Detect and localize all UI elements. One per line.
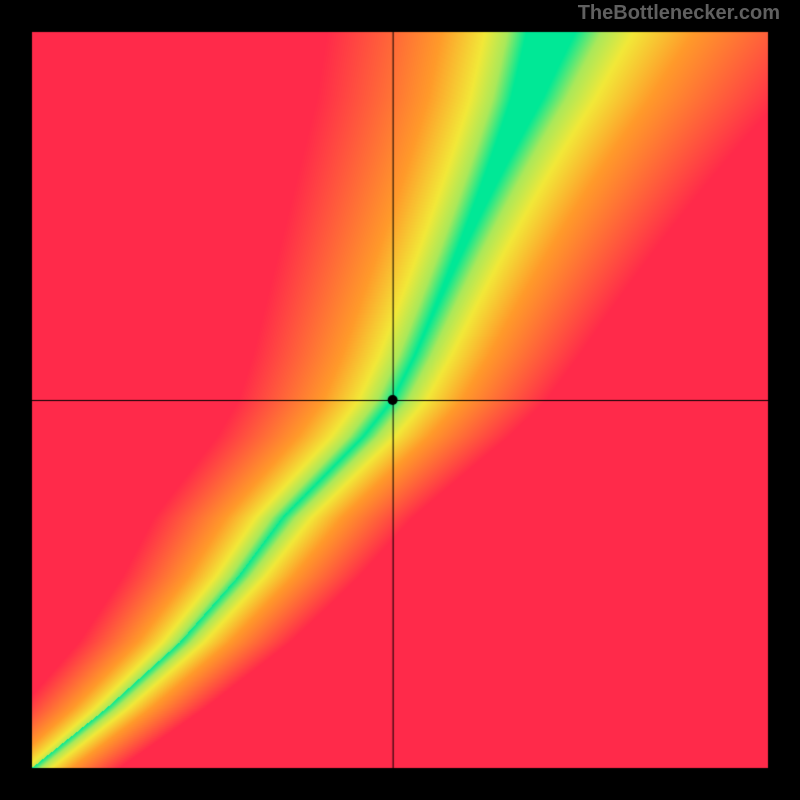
heatmap-canvas <box>0 0 800 800</box>
chart-container: TheBottlenecker.com <box>0 0 800 800</box>
attribution-label: TheBottlenecker.com <box>578 2 780 25</box>
